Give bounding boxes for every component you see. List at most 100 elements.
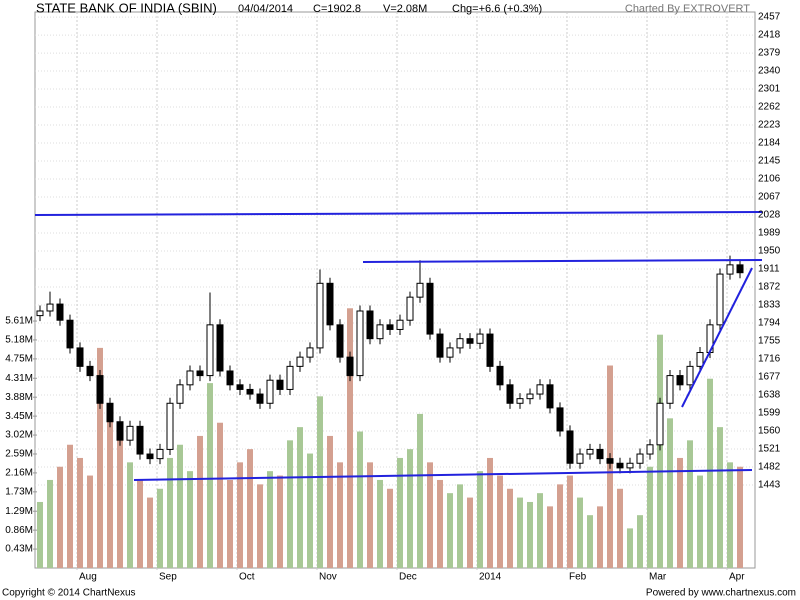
volume-bar — [307, 453, 313, 568]
candle-body — [546, 384, 554, 409]
volume-tick-label: 3.88M — [5, 392, 33, 403]
volume-bar — [617, 488, 623, 568]
y-tick-label: 1521 — [758, 444, 781, 455]
candle-body — [326, 282, 334, 326]
volume-bar — [677, 457, 683, 568]
trend-line — [133, 469, 753, 481]
candle-body — [226, 370, 234, 386]
volume-bar — [477, 471, 483, 568]
volume-bar — [67, 444, 73, 568]
volume-bar — [657, 334, 663, 568]
volume-bar — [727, 462, 733, 568]
volume-bar — [547, 506, 553, 568]
volume-bar — [597, 506, 603, 568]
candle-body — [736, 264, 744, 274]
close-label: C=1902.8 — [313, 3, 361, 15]
volume-bar — [187, 471, 193, 568]
candle-body — [556, 407, 564, 432]
y-tick-label: 2418 — [758, 30, 781, 41]
volume-tick-label: 1.29M — [5, 506, 33, 517]
volume-bar — [167, 457, 173, 568]
volume-bar — [627, 528, 633, 568]
candle-body — [406, 296, 414, 321]
candle-body — [436, 333, 444, 358]
candle-body — [696, 352, 704, 367]
trend-line — [34, 211, 763, 216]
y-tick-label: 1911 — [758, 264, 780, 275]
y-tick-label: 1794 — [758, 318, 781, 329]
candle-body — [76, 347, 84, 367]
volume-bar — [347, 308, 353, 568]
volume-bar — [247, 449, 253, 568]
y-tick-label: 2184 — [758, 138, 781, 149]
volume-bar — [557, 484, 563, 568]
candle-body — [196, 370, 204, 377]
candle-body — [236, 384, 244, 390]
candle-body — [426, 282, 434, 335]
volume-bar — [377, 479, 383, 568]
y-tick-label: 1599 — [758, 408, 781, 419]
candle-body — [626, 462, 634, 469]
candle-body — [496, 365, 504, 386]
volume-bar — [517, 497, 523, 568]
x-tick-label: 2014 — [479, 572, 502, 583]
candle-body — [346, 356, 354, 377]
change-label: Chg=+6.6 (+0.3%) — [452, 3, 542, 15]
candle-body — [246, 388, 254, 395]
x-tick-label: Dec — [399, 572, 417, 583]
y-tick-label: 1755 — [758, 336, 781, 347]
volume-bar — [357, 431, 363, 568]
volume-bar — [317, 396, 323, 568]
volume-bar — [327, 435, 333, 568]
candle-body — [416, 282, 424, 298]
volume-tick-label: 3.02M — [5, 430, 33, 441]
candle-body — [286, 365, 294, 390]
volume-bar — [277, 475, 283, 568]
candle-body — [276, 379, 284, 390]
y-tick-label: 2106 — [758, 174, 781, 185]
volume-bar — [487, 457, 493, 568]
volume-tick-label: 5.18M — [5, 335, 33, 346]
volume-bar — [697, 475, 703, 568]
candle-body — [456, 338, 464, 349]
volume-bar — [537, 493, 543, 568]
candle-body — [296, 356, 304, 367]
volume-bar — [437, 479, 443, 568]
candle-body — [146, 453, 154, 460]
volume-bar — [197, 435, 203, 568]
volume-bar — [647, 466, 653, 568]
candle-body — [636, 453, 644, 464]
y-tick-label: 1989 — [758, 228, 781, 239]
y-tick-label: 2457 — [758, 12, 781, 23]
candle-body — [46, 303, 54, 312]
candle-body — [336, 324, 344, 358]
candle-body — [536, 384, 544, 395]
volume-bar — [387, 488, 393, 568]
volume-tick-label: 0.86M — [5, 525, 33, 536]
volume-bar — [737, 466, 743, 568]
candle-body — [466, 338, 474, 344]
candle-body — [396, 319, 404, 330]
volume-bar — [57, 466, 63, 568]
candle-body — [576, 453, 584, 464]
y-tick-label: 1833 — [758, 300, 781, 311]
volume-bar — [117, 435, 123, 568]
volume-bar — [177, 444, 183, 568]
y-tick-label: 2223 — [758, 120, 781, 131]
volume-bar — [337, 462, 343, 568]
volume-tick-label: 2.16M — [5, 468, 33, 479]
volume-bar — [207, 383, 213, 568]
volume-bar — [717, 427, 723, 568]
candle-body — [656, 402, 664, 446]
volume-bar — [577, 497, 583, 568]
y-tick-label: 1872 — [758, 282, 781, 293]
volume-bar — [587, 515, 593, 568]
x-tick-label: Oct — [239, 572, 255, 583]
volume-bar — [507, 488, 513, 568]
candle-body — [126, 425, 134, 441]
volume-bar — [467, 497, 473, 568]
volume-bar — [687, 440, 693, 568]
volume-bar — [447, 493, 453, 568]
candle-body — [256, 393, 264, 404]
powered-by: Powered by www.chartnexus.com — [646, 588, 796, 599]
